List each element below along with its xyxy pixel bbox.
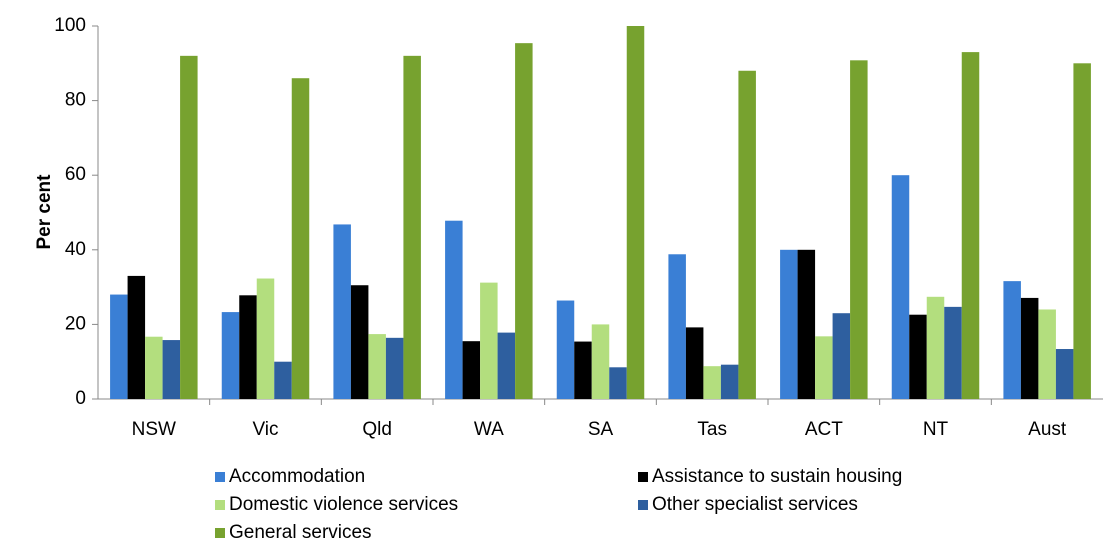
bar	[333, 224, 351, 399]
bar	[497, 332, 516, 399]
bar	[462, 341, 481, 399]
y-tick-label: 100	[54, 15, 86, 36]
x-tick-label: SA	[588, 419, 614, 440]
bar	[832, 313, 851, 399]
bar	[797, 249, 816, 399]
bar	[574, 341, 592, 399]
y-tick-label: 60	[65, 164, 86, 185]
bar	[127, 275, 146, 399]
legend-label: Accommodation	[229, 466, 365, 487]
bar	[738, 70, 756, 399]
bar	[385, 337, 404, 399]
x-tick-label: Vic	[252, 419, 278, 440]
legend-label: General services	[229, 522, 372, 543]
bar	[110, 294, 128, 399]
y-tick-label: 80	[65, 90, 86, 111]
y-tick-label: 40	[65, 239, 86, 260]
bar	[350, 285, 369, 399]
bar	[1020, 297, 1039, 399]
legend-label: Assistance to sustain housing	[652, 466, 902, 487]
y-tick-label: 20	[65, 313, 86, 334]
bar	[926, 296, 945, 399]
bar	[291, 78, 310, 399]
bar	[961, 52, 980, 400]
bar	[480, 282, 498, 399]
x-tick-label: ACT	[805, 419, 843, 440]
bar	[1003, 281, 1021, 399]
x-tick-label: NSW	[132, 419, 176, 440]
legend-swatch	[215, 500, 225, 510]
bar	[591, 324, 610, 399]
bar	[909, 314, 927, 399]
bar	[850, 60, 868, 399]
x-tick-label: Aust	[1028, 419, 1067, 440]
bar	[162, 340, 181, 399]
bar	[780, 249, 798, 399]
bar	[815, 336, 833, 399]
bar	[403, 55, 421, 400]
legend-swatch	[215, 528, 225, 538]
x-tick-label: Tas	[697, 419, 727, 440]
bar	[274, 361, 292, 399]
bar	[515, 43, 533, 400]
x-tick-label: Qld	[362, 419, 392, 440]
bar	[556, 300, 575, 399]
bar	[626, 26, 645, 399]
bar	[256, 278, 275, 399]
bar	[609, 367, 627, 399]
bar	[1073, 63, 1091, 400]
x-tick-label: WA	[474, 419, 504, 440]
x-tick-label: NT	[923, 419, 949, 440]
legend-swatch	[215, 472, 225, 482]
bar	[668, 254, 686, 399]
bar	[368, 334, 386, 399]
bar	[944, 306, 962, 399]
bar	[180, 55, 198, 400]
legend-swatch	[638, 500, 648, 510]
bar	[703, 366, 721, 399]
bar	[239, 295, 257, 399]
legend-label: Domestic violence services	[229, 494, 458, 515]
bar	[1038, 309, 1056, 399]
bar	[685, 327, 704, 399]
bar	[891, 175, 910, 399]
bar	[1055, 349, 1074, 399]
legend-label: Other specialist services	[652, 494, 858, 515]
y-axis-label: Per cent	[34, 174, 55, 250]
bar	[445, 220, 463, 399]
legend-swatch	[638, 472, 648, 482]
bar	[145, 336, 163, 399]
bar	[720, 364, 739, 399]
y-tick-label: 0	[75, 388, 86, 409]
bar	[221, 312, 240, 399]
